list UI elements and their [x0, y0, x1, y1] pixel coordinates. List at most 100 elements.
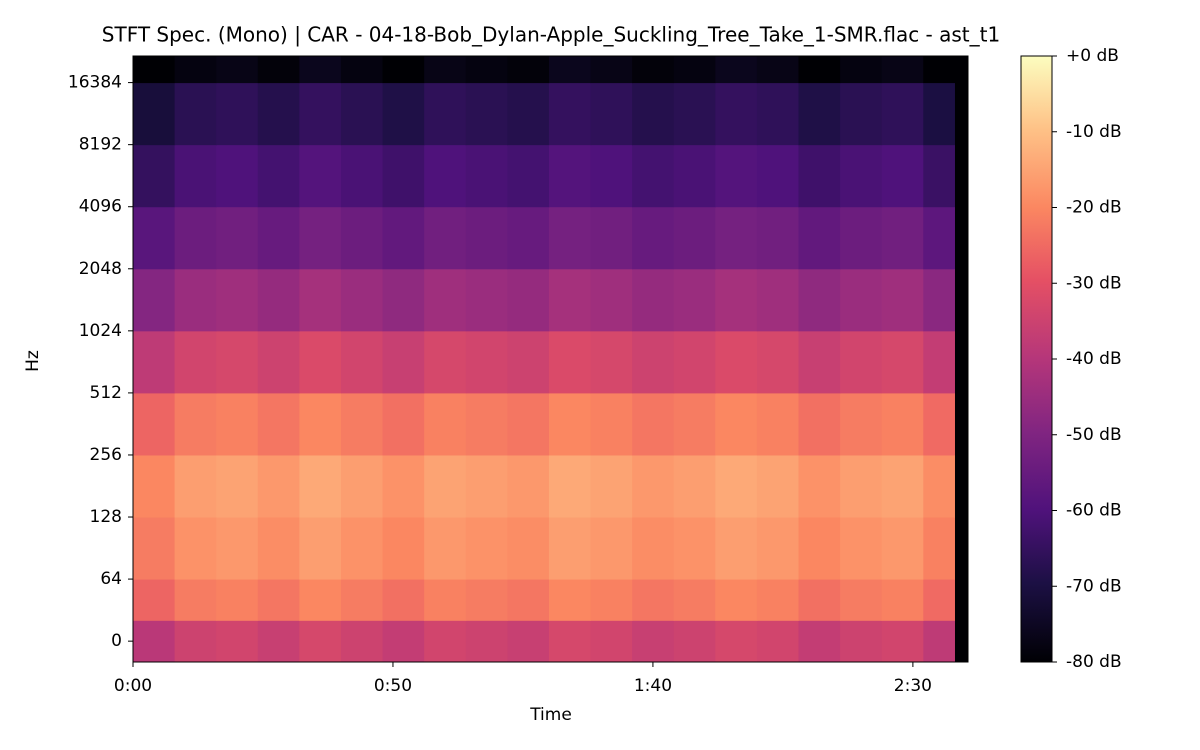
spectrogram-cell — [840, 620, 883, 663]
spectrogram-cell — [548, 392, 592, 456]
spectrogram-cell — [174, 206, 217, 270]
x-tick-label: 0:00 — [114, 676, 152, 696]
spectrogram-cell — [216, 56, 259, 84]
spectrogram-cell — [715, 56, 758, 84]
spectrogram-cell — [299, 579, 342, 621]
colorbar-tick-label: -20 dB — [1066, 198, 1122, 218]
spectrogram-cell — [673, 330, 716, 394]
spectrogram-cell — [632, 144, 675, 208]
spectrogram-cell — [798, 268, 841, 332]
spectrogram-cell — [299, 82, 342, 146]
spectrogram-cell — [257, 56, 300, 84]
y-tick-label: 64 — [100, 569, 122, 589]
spectrogram-cell — [548, 206, 592, 270]
spectrogram-cell — [590, 330, 633, 394]
spectrogram-cell — [340, 82, 384, 146]
spectrogram-cell — [257, 268, 300, 332]
spectrogram-cell — [798, 454, 841, 518]
spectrogram-cell — [590, 144, 633, 208]
spectrogram-cell — [590, 579, 633, 621]
spectrogram-cell — [548, 579, 592, 621]
spectrogram-cell — [840, 82, 883, 146]
spectrogram-cell — [715, 330, 758, 394]
spectrogram-cell — [216, 620, 259, 663]
spectrogram-cell — [382, 268, 425, 332]
spectrogram-cell — [174, 268, 217, 332]
spectrogram-cell — [507, 579, 550, 621]
y-tick-label: 4096 — [79, 197, 122, 217]
spectrogram-cell — [382, 454, 425, 518]
colorbar-tick-label: -30 dB — [1066, 273, 1122, 293]
spectrogram-cell — [257, 144, 300, 208]
spectrogram-cell — [840, 268, 883, 332]
spectrogram-cell — [299, 56, 342, 84]
spectrogram-cell — [465, 579, 508, 621]
spectrogram-cell — [798, 56, 841, 84]
colorbar-tick-label: -40 dB — [1066, 349, 1122, 369]
spectrogram-cell — [673, 82, 716, 146]
spectrogram-cell — [756, 206, 800, 270]
spectrogram-cell — [881, 56, 924, 84]
spectrogram-cell — [424, 579, 467, 621]
spectrogram-cell — [340, 56, 384, 84]
spectrogram-cell — [840, 206, 883, 270]
spectrogram-cell — [174, 517, 217, 580]
spectrogram-cell — [216, 268, 259, 332]
spectrogram-cell — [590, 82, 633, 146]
spectrogram-cell — [133, 330, 176, 394]
spectrogram-cell — [756, 330, 800, 394]
spectrogram-cell — [174, 56, 217, 84]
spectrogram-cell — [756, 620, 800, 663]
spectrogram-cell — [673, 144, 716, 208]
colorbar-tick-label: -10 dB — [1066, 122, 1122, 142]
spectrogram-cell — [424, 517, 467, 580]
spectrogram-cell — [798, 620, 841, 663]
spectrogram-cell — [715, 268, 758, 332]
spectrogram-cell — [756, 268, 800, 332]
spectrogram-cell — [340, 392, 384, 456]
spectrogram-cell — [548, 144, 592, 208]
spectrogram-cell — [673, 517, 716, 580]
spectrogram-cell — [923, 206, 955, 270]
spectrogram-cell — [756, 82, 800, 146]
spectrogram-cell — [673, 56, 716, 84]
spectrogram-cell — [632, 620, 675, 663]
spectrogram-cell — [590, 206, 633, 270]
spectrogram-cell — [881, 579, 924, 621]
spectrogram-cell — [133, 517, 176, 580]
spectrogram-cell — [133, 144, 176, 208]
spectrogram-cell — [340, 517, 384, 580]
spectrogram-cell — [756, 454, 800, 518]
spectrogram-cell — [715, 392, 758, 456]
spectrogram-cell — [798, 579, 841, 621]
spectrogram-cell — [507, 56, 550, 84]
y-tick-label: 16384 — [68, 73, 122, 93]
spectrogram-cell — [424, 82, 467, 146]
spectrogram-cell — [257, 579, 300, 621]
spectrogram-cell — [299, 144, 342, 208]
y-tick-label: 128 — [90, 507, 122, 527]
spectrogram-cell — [548, 268, 592, 332]
spectrogram-cell — [257, 330, 300, 394]
spectrogram-cell — [632, 454, 675, 518]
spectrogram-cell — [507, 144, 550, 208]
spectrogram-cell — [174, 330, 217, 394]
spectrogram-cell — [424, 206, 467, 270]
spectrogram-cell — [507, 82, 550, 146]
spectrogram-cell — [840, 144, 883, 208]
spectrogram-cell — [216, 330, 259, 394]
spectrogram-cell — [299, 206, 342, 270]
spectrogram-cell — [382, 392, 425, 456]
colorbar-tick-label: -70 dB — [1066, 576, 1122, 596]
spectrogram-cell — [881, 268, 924, 332]
spectrogram-cell — [881, 330, 924, 394]
spectrogram-cell — [881, 206, 924, 270]
spectrogram-cell — [133, 392, 176, 456]
spectrogram-cell — [424, 330, 467, 394]
y-tick-label: 2048 — [79, 259, 122, 279]
spectrogram-cell — [840, 517, 883, 580]
spectrogram-cell — [174, 82, 217, 146]
colorbar-tick-label: -50 dB — [1066, 425, 1122, 445]
x-tick-label: 1:40 — [634, 676, 672, 696]
